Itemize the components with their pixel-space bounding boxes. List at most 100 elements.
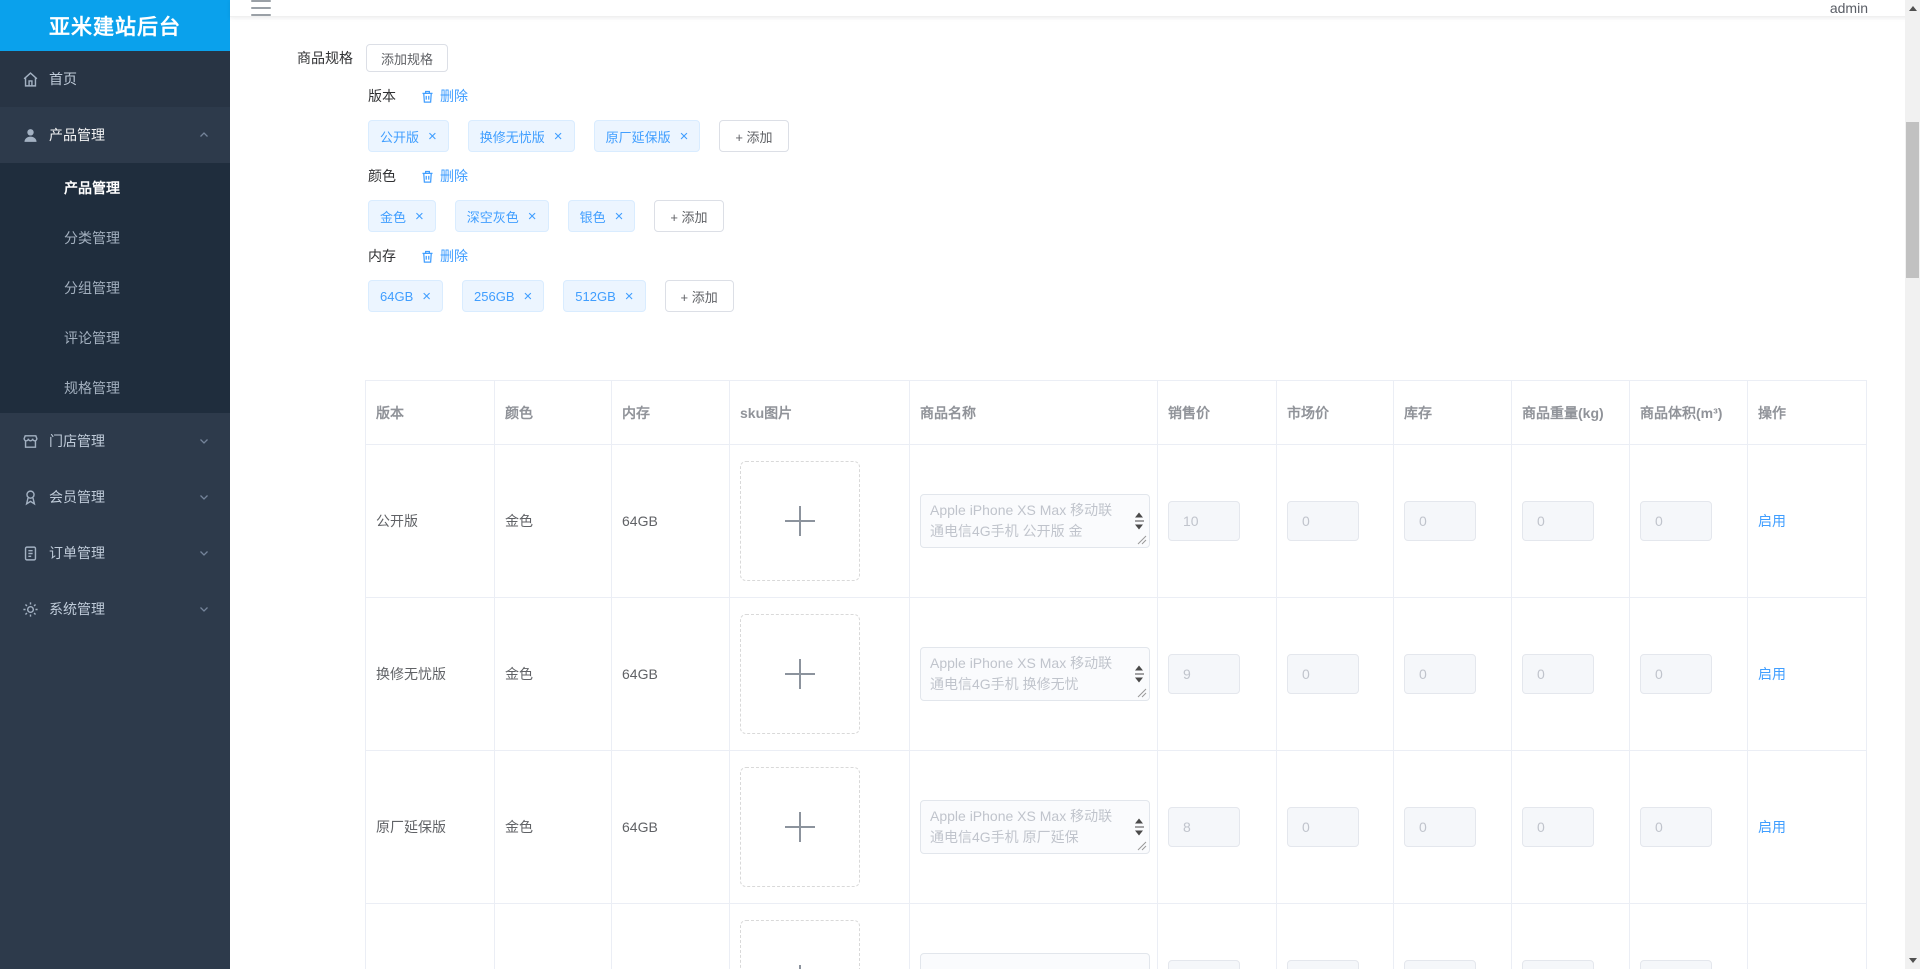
enable-link[interactable]: 启用 [1758,666,1786,682]
stock-input[interactable] [1404,501,1476,541]
market-price-input[interactable] [1287,654,1359,694]
resize-grip-icon[interactable] [1137,841,1147,851]
sidebar-item-member-management[interactable]: 会员管理 [0,469,230,525]
sidebar-subitem-spec-management[interactable]: 规格管理 [64,380,120,396]
spec-tag: 原厂延保版 × [593,120,701,152]
add-tag-button[interactable]: + 添加 [654,200,724,232]
volume-input[interactable] [1640,807,1712,847]
market-price-input[interactable] [1287,807,1359,847]
delete-spec-link[interactable]: 删除 [440,168,468,184]
tag-label: 换修无忧版 [479,129,545,145]
textarea-scroll-buttons[interactable] [1132,512,1146,530]
image-upload-button[interactable] [740,461,860,581]
stock-input[interactable] [1404,960,1476,969]
image-upload-button[interactable] [740,614,860,734]
spec-tag: 金色 × [368,200,436,232]
cell-sale-price [1157,750,1277,904]
scroll-up-icon[interactable] [1135,512,1143,518]
tag-close-icon[interactable]: × [624,287,634,305]
tag-close-icon[interactable]: × [523,287,533,305]
scroll-down-icon[interactable] [1135,830,1143,836]
sale-price-input[interactable] [1168,501,1240,541]
user-dropdown[interactable]: admin [1829,0,1868,16]
delete-spec-link[interactable]: 删除 [440,88,468,104]
sidebar-item-store-management[interactable]: 门店管理 [0,413,230,469]
page-title: 商品规格 [297,50,353,66]
page-scrollbar[interactable] [1905,0,1920,969]
delete-spec-link[interactable]: 删除 [440,248,468,264]
scroll-up-icon[interactable] [1135,818,1143,824]
spec-group-color-header: 颜色 删除 [368,166,1920,186]
enable-link[interactable]: 启用 [1758,513,1786,529]
cell-sale-price [1157,903,1277,969]
weight-input[interactable] [1522,654,1594,694]
spec-name-label: 内存 [368,248,396,264]
enable-link[interactable]: 启用 [1758,819,1786,835]
home-icon [22,71,39,88]
image-upload-button[interactable] [740,920,860,969]
market-price-input[interactable] [1287,501,1359,541]
product-name-textarea[interactable]: Apple iPhone XS Max 移动联通电信4G手机 原厂延保 [920,800,1150,854]
weight-input[interactable] [1522,501,1594,541]
sidebar-subitem-category-management[interactable]: 分类管理 [64,230,120,246]
market-price-input[interactable] [1287,960,1359,969]
sale-price-input[interactable] [1168,807,1240,847]
sidebar-subitem-group-management[interactable]: 分组管理 [64,280,120,296]
sidebar-item-system-management[interactable]: 系统管理 [0,581,230,637]
tag-close-icon[interactable]: × [428,127,437,145]
tag-close-icon[interactable]: × [553,127,563,145]
spec-tag: 银色 × [567,200,636,232]
stock-input[interactable] [1404,807,1476,847]
scroll-down-icon[interactable] [1135,524,1143,530]
add-tag-button[interactable]: + 添加 [719,120,789,152]
sale-price-input[interactable] [1168,960,1240,969]
product-name-textarea[interactable]: Apple iPhone XS Max 移动联通电信4G手机 换修无忧 [920,647,1150,701]
cell-actions: 启用 [1747,597,1867,751]
sidebar-item-order-management[interactable]: 订单管理 [0,525,230,581]
add-spec-button[interactable]: 添加规格 [366,44,449,72]
sidebar-subitem-product-management[interactable]: 产品管理 [64,180,120,196]
product-name-textarea[interactable] [920,953,1150,969]
sidebar-item-home[interactable]: 首页 [0,51,230,107]
scroll-down-icon[interactable] [1135,677,1143,683]
tag-close-icon[interactable]: × [422,287,432,305]
cell-memory: 64GB [611,597,730,751]
scrollbar-thumb[interactable] [1906,122,1919,278]
cell-color: 金色 [494,597,612,751]
spec-tag: 256GB × [462,280,545,312]
sale-price-input[interactable] [1168,654,1240,694]
tag-close-icon[interactable]: × [527,207,537,225]
textarea-scroll-buttons[interactable] [1132,665,1146,683]
tag-close-icon[interactable]: × [679,127,689,145]
plus-icon [785,659,815,689]
scrollbar-up-arrow-icon[interactable] [1905,1,1920,16]
sidebar-item-product-management[interactable]: 产品管理 [0,107,230,163]
trash-icon[interactable] [420,89,435,104]
cell-weight [1511,750,1630,904]
resize-grip-icon[interactable] [1137,688,1147,698]
scrollbar-down-arrow-icon[interactable] [1905,953,1920,968]
cell-memory: 64GB [611,750,730,904]
hamburger-menu-icon[interactable] [251,0,271,16]
stock-input[interactable] [1404,654,1476,694]
weight-input[interactable] [1522,960,1594,969]
weight-input[interactable] [1522,807,1594,847]
tag-close-icon[interactable]: × [614,207,624,225]
resize-grip-icon[interactable] [1137,535,1147,545]
plus-icon [785,812,815,842]
scroll-up-icon[interactable] [1135,665,1143,671]
cell-stock [1393,597,1512,751]
sidebar-subitem-review-management[interactable]: 评论管理 [64,330,120,346]
trash-icon[interactable] [420,169,435,184]
textarea-scroll-buttons[interactable] [1132,818,1146,836]
volume-input[interactable] [1640,960,1712,969]
volume-input[interactable] [1640,654,1712,694]
product-name-textarea[interactable]: Apple iPhone XS Max 移动联通电信4G手机 公开版 金 [920,494,1150,548]
volume-input[interactable] [1640,501,1712,541]
image-upload-button[interactable] [740,767,860,887]
trash-icon[interactable] [420,249,435,264]
add-tag-button[interactable]: + 添加 [664,280,734,312]
spec-name-label: 版本 [368,88,396,104]
tag-close-icon[interactable]: × [415,207,424,225]
